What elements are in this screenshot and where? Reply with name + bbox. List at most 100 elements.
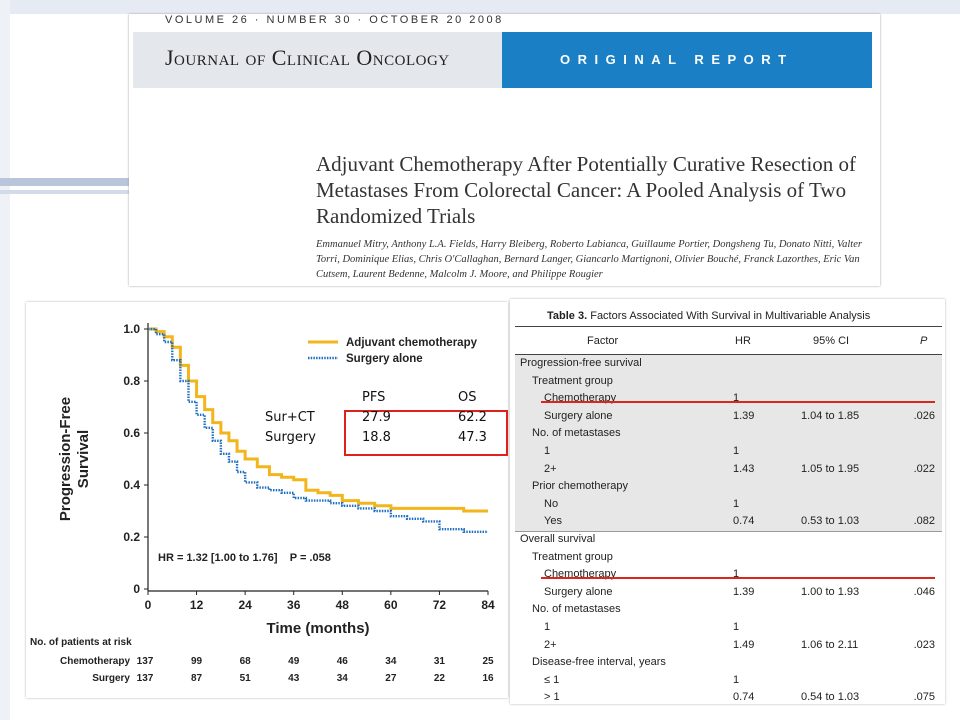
journal-band <box>133 32 503 88</box>
x-tick-label: 72 <box>433 598 447 612</box>
table-cell-ci: 0.54 to 1.03 <box>801 691 860 704</box>
table-number: Table 3. <box>547 310 588 322</box>
stats-header-os: OS <box>458 390 477 405</box>
table-rule <box>515 326 942 327</box>
risk-value: 51 <box>240 673 252 684</box>
y-tick-label: 0 <box>133 582 140 596</box>
table-cell-hr: 0.74 <box>733 515 755 528</box>
article-title: Adjuvant Chemotherapy After Potentially … <box>316 152 857 228</box>
table-cell-hr: 1.43 <box>733 462 755 475</box>
table-cell-p: .022 <box>913 462 935 475</box>
table-cell-p: .075 <box>913 691 935 704</box>
risk-table-title: No. of patients at risk <box>30 637 132 648</box>
y-tick-label: 0.6 <box>123 426 140 440</box>
slide-top-band <box>0 0 960 14</box>
x-tick-label: 12 <box>190 598 204 612</box>
table-cell-factor: > 1 <box>544 691 560 704</box>
hr-annotation: HR = 1.32 [1.00 to 1.76] P = .058 <box>158 552 331 564</box>
stats-row-label: Surgery <box>265 430 316 445</box>
risk-value: 27 <box>385 673 397 684</box>
table-cell-factor: 1 <box>544 445 551 457</box>
table-cell-ci: 0.53 to 1.03 <box>801 515 860 528</box>
risk-value: 137 <box>137 673 154 684</box>
table-cell-p: .026 <box>913 409 935 422</box>
table-title: Table 3. Factors Associated With Surviva… <box>547 310 870 322</box>
y-tick-label: 0.4 <box>123 478 140 492</box>
table-cell-hr: 1 <box>733 497 740 510</box>
y-axis-label: Survival <box>75 430 92 488</box>
table-section-divider <box>515 531 942 532</box>
table-cell-ci: 1.06 to 2.11 <box>801 638 859 651</box>
slide-stripe <box>0 178 130 186</box>
x-tick-label: 48 <box>336 598 350 612</box>
table-cell-factor: ≤ 1 <box>544 673 560 686</box>
table-cell-factor: Surgery alone <box>544 409 613 422</box>
km-chart: 0 0.2 0.4 0.6 0.8 1.0 0 12 24 36 48 60 72 84 Time (mon… <box>30 322 495 684</box>
series-surgery-line <box>148 327 488 533</box>
x-tick-label: 24 <box>238 598 252 612</box>
risk-row-label: Surgery <box>92 673 130 684</box>
risk-value: 31 <box>434 656 446 667</box>
report-type: ORIGINAL REPORT <box>560 52 794 67</box>
risk-value: 49 <box>288 656 300 667</box>
table-header-hr: HR <box>735 335 751 347</box>
y-tick-label: 0.2 <box>123 530 140 544</box>
table-cell-hr: 1.39 <box>733 585 755 598</box>
table-cell-factor: No. of metastases <box>532 603 621 616</box>
risk-value: 25 <box>482 656 494 667</box>
table-cell-ci: 1.00 to 1.93 <box>801 585 860 598</box>
stats-row-os: 62.2 <box>458 410 487 425</box>
table-rule <box>515 354 942 355</box>
table-white-section <box>515 531 942 704</box>
risk-value: 68 <box>240 656 252 667</box>
table-cell-factor: 2+ <box>544 462 557 475</box>
table-cell-factor: Overall survival <box>520 533 596 545</box>
table-cell-hr: 1 <box>733 621 740 633</box>
table-cell-factor: 2+ <box>544 638 557 651</box>
risk-value: 46 <box>337 656 349 667</box>
x-axis-label: Time (months) <box>266 620 369 637</box>
table-cell-hr: 1 <box>733 445 740 457</box>
table-cell-p: .082 <box>913 515 935 528</box>
table-cell-hr: 1 <box>733 392 740 405</box>
table-cell-hr: 1.49 <box>733 638 755 651</box>
table-cell-p: .023 <box>913 638 935 651</box>
legend-label-surgery: Surgery alone <box>346 353 423 365</box>
article-authors: Emmanuel Mitry, Anthony L.A. Fields, Har… <box>316 239 862 280</box>
stats-box <box>344 410 508 456</box>
risk-value: 16 <box>482 673 494 684</box>
stats-row-pfs: 18.8 <box>362 430 391 445</box>
volume-line: VOLUME 26 · NUMBER 30 · OCTOBER 20 2008 <box>165 14 504 26</box>
y-tick-label: 1.0 <box>123 322 140 336</box>
journal-name: Journal of Clinical Oncology <box>165 45 450 70</box>
table-cell-factor: Disease-free interval, years <box>532 656 666 669</box>
x-tick-label: 36 <box>287 598 301 612</box>
series-chemotherapy-line <box>148 327 488 513</box>
table-cell-factor: 1 <box>544 621 551 633</box>
x-tick-label: 60 <box>384 598 398 612</box>
risk-value: 34 <box>337 673 349 684</box>
table-caption: Factors Associated With Survival in Mult… <box>590 310 871 322</box>
table-cell-ci: 1.05 to 1.95 <box>801 462 860 475</box>
table-header-ci: 95% CI <box>813 335 850 347</box>
table-cell-factor: Surgery alone <box>544 585 613 598</box>
y-axis-label: Progression-Free <box>57 397 74 521</box>
risk-row-label: Chemotherapy <box>60 656 130 667</box>
table-shaded-section <box>515 355 942 531</box>
risk-value: 34 <box>385 656 397 667</box>
table-cell-ci: 1.04 to 1.85 <box>801 409 860 422</box>
risk-value: 43 <box>288 673 300 684</box>
highlight-underline <box>541 401 935 403</box>
table-cell-factor: Treatment group <box>532 550 613 563</box>
x-tick-label: 84 <box>481 598 495 612</box>
table-cell-factor: Yes <box>544 515 562 528</box>
table-header-factor: Factor <box>587 335 619 347</box>
stats-row-label: Sur+CT <box>265 410 315 425</box>
table-cell-factor: No. of metastases <box>532 427 621 440</box>
x-tick-label: 0 <box>145 598 152 612</box>
risk-value: 99 <box>191 656 203 667</box>
report-band <box>502 32 872 88</box>
risk-value: 22 <box>434 673 446 684</box>
risk-value: 137 <box>137 656 154 667</box>
highlight-underline <box>541 577 935 579</box>
